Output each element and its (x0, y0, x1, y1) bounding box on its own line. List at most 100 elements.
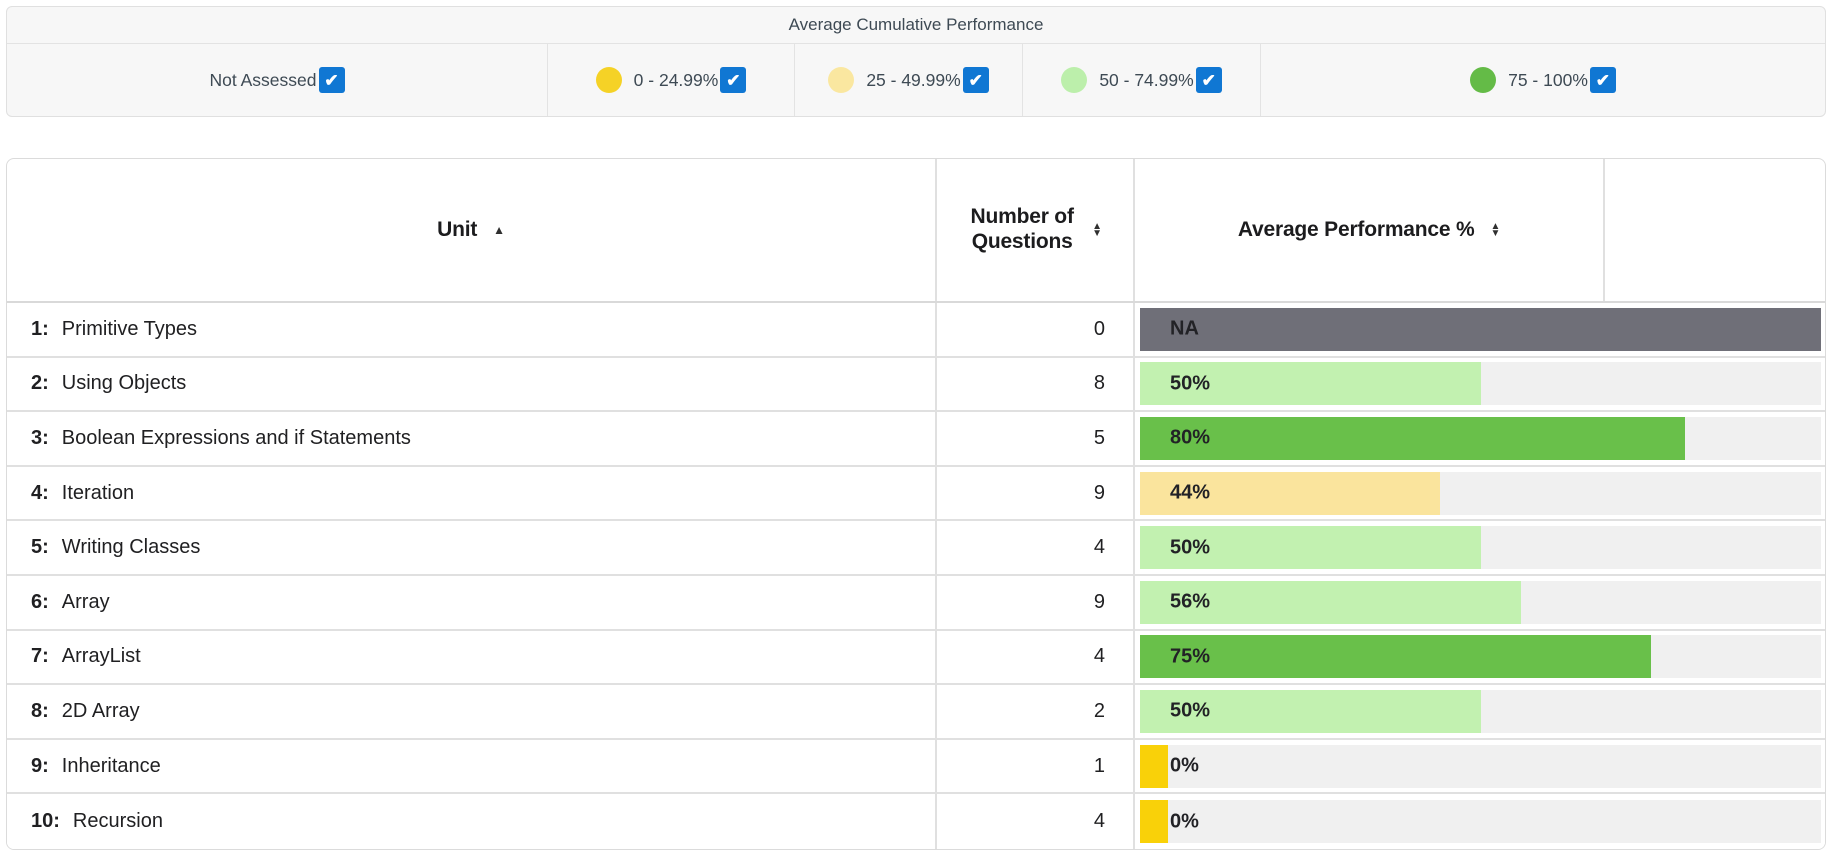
legend-color-dot-icon (1470, 67, 1497, 93)
sort-icon[interactable]: ▲ ▼ (1490, 220, 1501, 239)
unit-name: Primitive Types (61, 317, 198, 340)
unit-number: 8: (31, 699, 49, 722)
unit-number: 2: (31, 372, 49, 395)
legend-item-label: 25 - 49.99% (866, 69, 961, 90)
legend-checkbox[interactable]: ✔ (962, 67, 989, 93)
performance-bar (1140, 635, 1651, 679)
performance-bar (1140, 744, 1168, 788)
performance-label: 50% (1170, 699, 1211, 722)
unit-number: 4: (31, 481, 49, 504)
sort-ascending-icon[interactable]: ▲ (493, 223, 505, 237)
performance-bar-track: 50% (1140, 362, 1821, 406)
performance-bar-track: 80% (1140, 416, 1821, 460)
performance-table: Unit ▲ Number of Questions ▲ ▼ Average P… (6, 158, 1826, 850)
check-icon: ✔ (324, 70, 339, 90)
check-icon: ✔ (1201, 70, 1216, 90)
performance-label: 80% (1170, 426, 1211, 449)
table-row: 6: Array 9 56% (7, 575, 1825, 631)
legend-item-label: 0 - 24.99% (633, 69, 719, 90)
sort-up-icon: ▲ (1092, 220, 1102, 232)
legend-color-dot-icon (1061, 67, 1088, 93)
unit-number: 3: (31, 426, 49, 449)
column-header-questions[interactable]: Number of Questions ▲ ▼ (937, 159, 1135, 301)
performance-label: NA (1170, 317, 1199, 340)
question-count: 0 (937, 303, 1135, 356)
unit-name: Recursion (72, 810, 163, 833)
legend-checkbox[interactable]: ✔ (1195, 67, 1222, 93)
panel-title-row: Average Cumulative Performance (7, 7, 1825, 44)
unit-name: Using Objects (61, 372, 187, 395)
performance-bar (1140, 362, 1481, 406)
legend-item-label: 75 - 100% (1508, 69, 1588, 90)
question-count: 4 (937, 521, 1135, 574)
table-row: 4: Iteration 9 44% (7, 466, 1825, 522)
performance-label: 0% (1170, 754, 1199, 777)
legend-item: 50 - 74.99% ✔ (1022, 44, 1260, 116)
legend-item-label: 50 - 74.99% (1099, 69, 1194, 90)
column-header-blank (1605, 159, 1825, 301)
table-row: 7: ArrayList 4 75% (7, 630, 1825, 686)
unit-number: 10: (31, 810, 60, 833)
table-row: 3: Boolean Expressions and if Statements… (7, 412, 1825, 467)
unit-header-label: Unit (437, 218, 478, 241)
table-row: 10: Recursion 4 0% (7, 794, 1825, 849)
legend-item-label: Not Assessed (209, 69, 317, 90)
sort-down-icon: ▼ (1092, 228, 1102, 239)
table-row: 8: 2D Array 2 50% (7, 685, 1825, 740)
legend-panel: Average Cumulative Performance Not Asses… (6, 6, 1826, 117)
column-header-performance[interactable]: Average Performance % ▲ ▼ (1135, 159, 1605, 301)
legend-item: Not Assessed ✔ (7, 44, 547, 116)
sort-icon[interactable]: ▲ ▼ (1092, 220, 1102, 239)
performance-bar-track: 75% (1140, 635, 1821, 679)
question-count: 9 (937, 575, 1135, 629)
performance-bar-track: 50% (1140, 526, 1821, 570)
performance-bar-track: NA (1140, 307, 1821, 351)
sort-up-icon: ▲ (1490, 220, 1501, 232)
unit-number: 1: (31, 317, 49, 340)
legend-checkbox[interactable]: ✔ (318, 67, 345, 93)
performance-bar (1140, 580, 1522, 624)
performance-bar-track: 0% (1140, 800, 1821, 844)
unit-name: ArrayList (61, 645, 141, 668)
legend-item: 25 - 49.99% ✔ (794, 44, 1022, 116)
question-count: 1 (937, 739, 1135, 793)
table-body: 1: Primitive Types 0 NA 2: Using Objects… (7, 303, 1825, 849)
unit-name: Iteration (61, 481, 135, 504)
unit-name: Writing Classes (61, 536, 201, 559)
legend-row: Not Assessed ✔ 0 - 24.99% ✔ 25 - 49.99% … (7, 44, 1825, 116)
questions-header-label: Number of Questions (970, 205, 1074, 253)
unit-number: 7: (31, 645, 49, 668)
column-header-unit[interactable]: Unit ▲ (7, 159, 937, 301)
legend-checkbox[interactable]: ✔ (720, 67, 747, 93)
check-icon: ✔ (726, 70, 741, 90)
performance-bar (1140, 526, 1481, 570)
question-count: 5 (937, 412, 1135, 465)
performance-bar-track: 44% (1140, 471, 1821, 515)
performance-bar-track: 0% (1140, 744, 1821, 788)
performance-label: 50% (1170, 372, 1211, 395)
question-count: 9 (937, 466, 1135, 520)
table-row: 1: Primitive Types 0 NA (7, 303, 1825, 358)
unit-name: Boolean Expressions and if Statements (61, 426, 411, 449)
legend-checkbox[interactable]: ✔ (1589, 67, 1616, 93)
unit-name: 2D Array (61, 699, 140, 722)
performance-header-label: Average Performance % (1237, 218, 1475, 241)
legend-color-dot-icon (595, 67, 622, 93)
performance-bar (1140, 689, 1481, 733)
sort-down-icon: ▼ (1490, 228, 1501, 239)
panel-title: Average Cumulative Performance (788, 15, 1044, 34)
legend-item: 75 - 100% ✔ (1260, 44, 1825, 116)
performance-label: 44% (1170, 481, 1211, 504)
question-count: 4 (937, 630, 1135, 684)
question-count: 8 (937, 357, 1135, 411)
unit-number: 9: (31, 754, 49, 777)
performance-bar (1140, 800, 1168, 844)
table-row: 2: Using Objects 8 50% (7, 357, 1825, 413)
unit-name: Array (61, 590, 110, 613)
legend-item: 0 - 24.99% ✔ (547, 44, 794, 116)
performance-bar (1140, 471, 1440, 515)
question-count: 4 (937, 794, 1135, 849)
performance-label: 50% (1170, 536, 1211, 559)
check-icon: ✔ (1595, 70, 1611, 90)
